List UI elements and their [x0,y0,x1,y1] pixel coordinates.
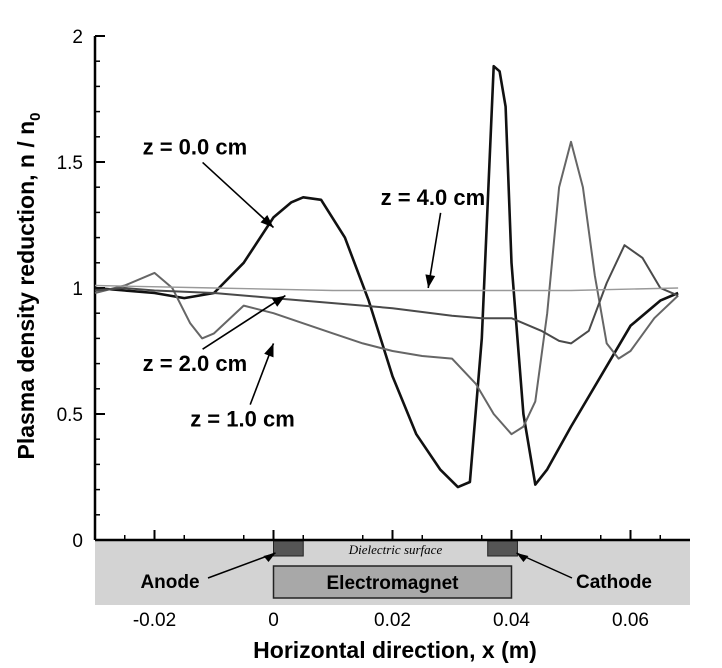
y-axis-title-subscript: 0 [27,112,44,120]
annotation-label: z = 2.0 cm [143,351,248,376]
y-tick-label: 0 [72,531,83,552]
y-tick-label: 1.5 [57,153,83,174]
dielectric-surface-label: Dielectric surface [348,542,443,557]
cathode-pointer-head [516,553,529,562]
series-z-2-0-cm-line [94,244,679,345]
y-tick-label: 2 [72,27,83,48]
series-z-4-0-cm-line [94,284,679,292]
annotation-label: z = 0.0 cm [143,134,248,159]
anode-pointer-head [263,553,276,562]
x-axis-title: Horizontal direction, x (m) [253,637,537,663]
anode-electrode [273,540,304,557]
electromagnet-label: Electromagnet [327,573,460,594]
annotation-label: z = 4.0 cm [381,185,486,210]
annotation-arrow-head [271,295,286,307]
annotations: z = 0.0 cm z = 4.0 cm z = 2.0 cm z = 1.0 cm [143,134,486,431]
axes: 0 0.5 1 1.5 2 -0.02 0 0.02 0.04 0.06 [57,27,690,631]
y-tick-label: 1 [72,279,83,300]
x-tick-label: 0.04 [493,610,530,631]
series-z-1-0-cm-line [94,140,679,436]
cathode-label: Cathode [576,572,652,593]
x-tick-label: 0 [268,610,279,631]
annotation-arrow-head [264,343,274,358]
y-tick-label: 0.5 [57,405,83,426]
annotation-arrow-line [202,161,275,229]
y-axis-title: Plasma density reduction, n / n0 [13,112,44,459]
x-tick-label: 0.06 [612,610,649,631]
cathode-electrode [487,540,518,557]
anode-label: Anode [140,572,199,593]
electromagnet-block [272,565,513,599]
x-tick-label: 0.02 [374,610,411,631]
x-tick-label: -0.02 [133,610,176,631]
series-z-0-0-cm-line [94,64,679,489]
y-axis-title-main: Plasma density reduction, n / n [13,121,39,460]
annotation-arrow-head [260,215,274,228]
annotation-label: z = 1.0 cm [190,407,295,432]
annotation-arrow-head [425,274,436,288]
annotation-arrow-line [202,294,286,350]
anode-pointer-line [207,552,276,579]
device-schematic: Dielectric surface Electromagnet Anode Cath… [95,540,690,605]
series-lines [94,64,679,489]
